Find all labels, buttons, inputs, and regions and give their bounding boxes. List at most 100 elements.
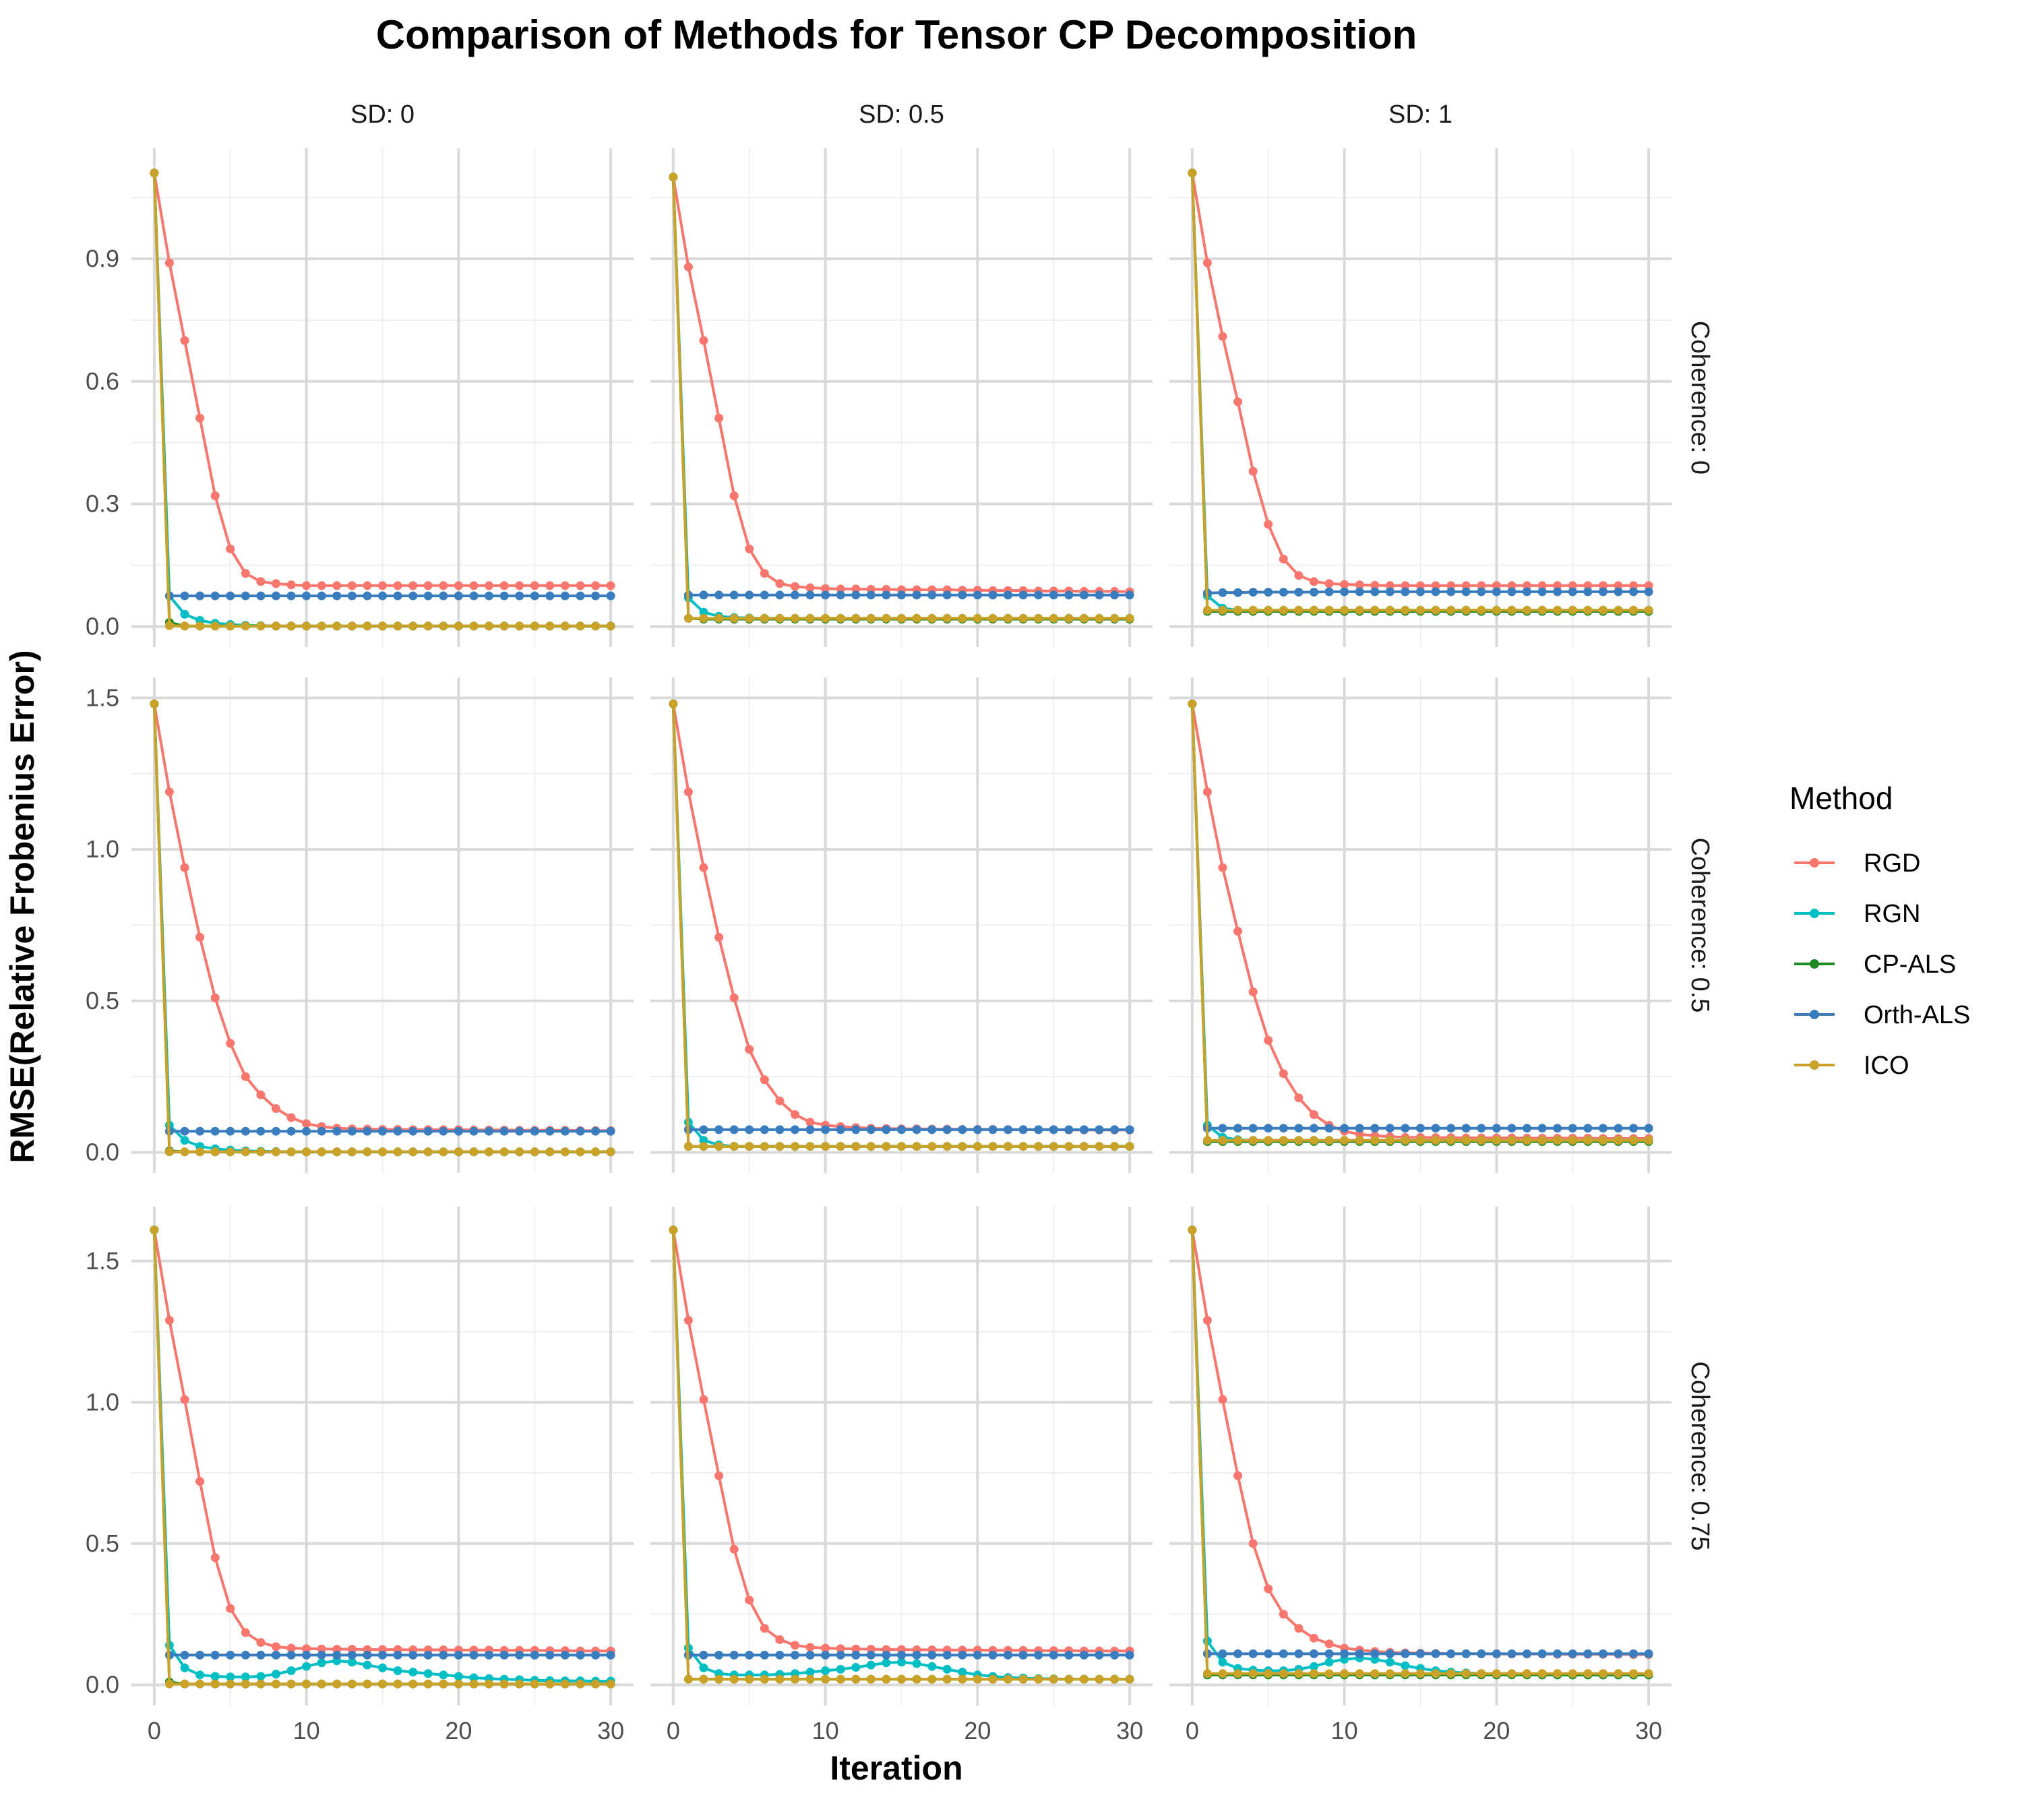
data-point-orth-als xyxy=(256,1126,266,1136)
data-point-orth-als xyxy=(1264,588,1273,597)
data-point-orth-als xyxy=(545,1126,555,1136)
data-point-ico xyxy=(1477,605,1486,615)
data-point-ico xyxy=(1553,605,1562,615)
data-point-ico xyxy=(1355,1136,1364,1145)
data-point-ico xyxy=(1294,1136,1304,1145)
data-point-rgd xyxy=(729,491,739,500)
data-point-orth-als xyxy=(1477,1649,1486,1658)
data-point-orth-als xyxy=(560,1126,570,1136)
data-point-rgd xyxy=(821,1643,830,1653)
data-point-orth-als xyxy=(499,1650,509,1660)
legend-key-point xyxy=(1810,909,1819,918)
data-point-orth-als xyxy=(606,1650,615,1660)
data-point-rgn xyxy=(897,1658,906,1667)
data-point-ico xyxy=(760,613,769,623)
data-point-orth-als xyxy=(1370,1649,1380,1658)
data-point-rgn xyxy=(378,1663,387,1672)
data-point-orth-als xyxy=(272,1126,280,1136)
data-point-orth-als xyxy=(897,590,906,600)
data-point-rgd xyxy=(286,580,296,590)
legend-title: Method xyxy=(1789,781,1893,816)
data-point-rgd xyxy=(1598,581,1607,590)
series-ico xyxy=(669,699,1134,1151)
data-point-orth-als xyxy=(897,1650,906,1660)
data-point-ico xyxy=(485,1147,493,1157)
y-tick-label: 0.0 xyxy=(86,612,119,640)
data-point-ico xyxy=(1018,1142,1028,1151)
data-point-ico xyxy=(1644,605,1653,615)
data-point-orth-als xyxy=(606,591,615,601)
data-point-orth-als xyxy=(882,590,891,600)
data-point-ico xyxy=(1507,1669,1516,1678)
data-point-rgd xyxy=(1279,554,1288,564)
data-point-orth-als xyxy=(942,590,952,600)
data-point-orth-als xyxy=(1507,1124,1516,1133)
data-point-rgn xyxy=(423,1669,433,1678)
data-point-orth-als xyxy=(1218,1649,1227,1658)
data-point-orth-als xyxy=(256,1650,266,1660)
data-point-orth-als xyxy=(1385,1124,1395,1133)
data-point-rgd xyxy=(226,1604,235,1613)
data-point-ico xyxy=(180,621,189,631)
y-axis-title: RMSE(Relative Frobenius Error) xyxy=(3,650,41,1163)
data-point-ico xyxy=(286,1147,296,1157)
facet-panel-r0-c2 xyxy=(1169,148,1672,647)
data-point-rgd xyxy=(745,544,754,553)
data-point-rgd xyxy=(210,491,220,500)
data-point-rgd xyxy=(1355,580,1364,590)
data-point-ico xyxy=(1523,1669,1531,1678)
data-point-orth-als xyxy=(1507,587,1516,597)
data-point-orth-als xyxy=(485,1126,493,1136)
data-point-orth-als xyxy=(729,1125,739,1134)
data-point-rgd xyxy=(729,993,739,1002)
data-point-ico xyxy=(745,613,754,623)
data-point-ico xyxy=(241,621,250,631)
col-strip-label: SD: 1 xyxy=(1388,100,1452,129)
data-point-orth-als xyxy=(1279,1124,1288,1133)
data-point-ico xyxy=(256,621,266,631)
data-point-orth-als xyxy=(286,591,296,601)
series-orth-als xyxy=(683,1125,1134,1134)
data-point-orth-als xyxy=(1248,588,1258,597)
data-point-rgd xyxy=(606,581,615,590)
data-point-ico xyxy=(272,621,280,631)
data-point-orth-als xyxy=(791,1125,799,1134)
data-point-ico xyxy=(1125,1142,1134,1151)
data-point-orth-als xyxy=(942,1650,952,1660)
data-point-orth-als xyxy=(1614,587,1623,597)
data-point-ico xyxy=(317,1679,326,1689)
data-point-ico xyxy=(988,1142,998,1151)
data-point-ico xyxy=(180,1679,189,1689)
data-point-ico xyxy=(1401,1136,1410,1145)
data-point-ico xyxy=(332,1679,342,1689)
data-point-rgn xyxy=(912,1659,921,1668)
data-point-ico xyxy=(1598,605,1607,615)
data-point-rgd xyxy=(714,413,724,423)
data-point-rgd xyxy=(545,581,555,590)
data-point-ico xyxy=(302,1679,311,1689)
data-point-orth-als xyxy=(545,591,555,601)
data-point-rgd xyxy=(1431,581,1440,590)
data-point-ico xyxy=(866,1674,876,1684)
data-point-rgd xyxy=(241,1628,250,1637)
data-point-ico xyxy=(560,621,570,631)
series-rgd xyxy=(1188,169,1653,590)
data-point-ico xyxy=(469,621,479,631)
series-rgd xyxy=(150,169,615,590)
data-point-orth-als xyxy=(423,591,433,601)
data-point-orth-als xyxy=(591,1650,601,1660)
data-point-ico xyxy=(1568,1669,1577,1678)
data-point-orth-als xyxy=(1095,1650,1104,1660)
data-point-ico xyxy=(1370,1669,1380,1678)
data-point-ico xyxy=(530,1147,539,1157)
data-point-ico xyxy=(1598,1136,1607,1145)
data-point-orth-als xyxy=(1264,1649,1273,1658)
y-tick-label: 1.0 xyxy=(86,835,119,863)
data-point-ico xyxy=(469,1147,479,1157)
data-point-rgd xyxy=(1355,1130,1364,1139)
data-point-ico xyxy=(1614,1136,1623,1145)
data-point-ico xyxy=(897,1142,906,1151)
data-point-ico xyxy=(1125,613,1134,623)
data-point-rgn xyxy=(302,1662,311,1671)
data-point-orth-als xyxy=(226,1650,235,1660)
